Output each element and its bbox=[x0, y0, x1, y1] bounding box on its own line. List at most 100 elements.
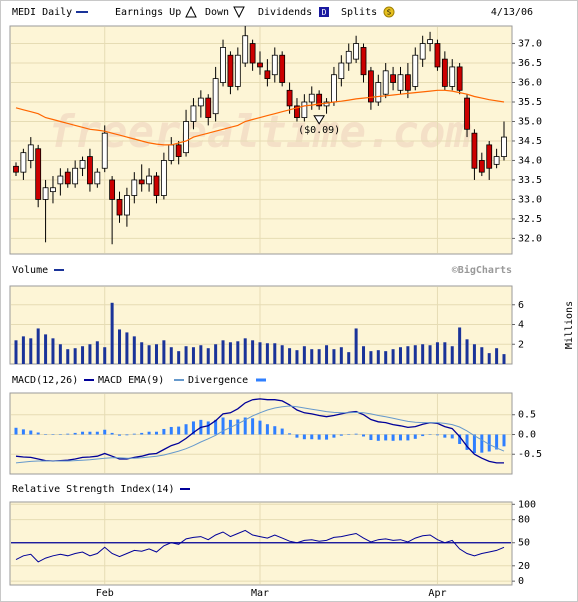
divergence-bar bbox=[36, 432, 40, 435]
candle-body bbox=[35, 148, 42, 200]
candle-body bbox=[264, 70, 271, 80]
x-tick-label: Mar bbox=[251, 588, 269, 599]
divergence-bar bbox=[295, 434, 299, 438]
volume-bar bbox=[221, 340, 225, 364]
volume-bar bbox=[58, 344, 62, 364]
divergence-bar bbox=[88, 431, 92, 435]
candle-body bbox=[13, 165, 19, 173]
divergence-bar bbox=[332, 434, 336, 438]
candle-body bbox=[27, 144, 34, 161]
divergence-bar bbox=[398, 434, 402, 441]
divergence-bar bbox=[362, 434, 366, 437]
divergence-bar bbox=[413, 434, 417, 439]
divergence-bar bbox=[73, 432, 77, 435]
candle-body bbox=[441, 58, 448, 87]
volume-bar bbox=[347, 352, 351, 364]
y-tick-label: 33.0 bbox=[518, 194, 542, 205]
volume-bar bbox=[354, 328, 358, 364]
divergence-bar bbox=[495, 434, 499, 450]
volume-bar bbox=[480, 347, 484, 364]
volume-bar bbox=[310, 349, 314, 364]
candle-body bbox=[404, 74, 411, 91]
volume-bar bbox=[191, 347, 195, 364]
candle-body bbox=[471, 132, 478, 169]
y-tick-label: 6 bbox=[518, 300, 524, 311]
chart-title: MEDI Daily bbox=[12, 7, 72, 18]
split-icon-text: S bbox=[387, 9, 391, 17]
candle-body bbox=[109, 179, 116, 200]
candle-body bbox=[316, 93, 323, 107]
volume-bar bbox=[435, 342, 439, 364]
divergence-bar bbox=[428, 434, 432, 435]
volume-bar bbox=[73, 348, 77, 364]
split-icon bbox=[383, 6, 395, 18]
divergence-bar bbox=[29, 430, 33, 435]
legend-label: Earnings Up bbox=[115, 7, 181, 18]
dividend-icon-text: D bbox=[322, 8, 327, 17]
volume-bar bbox=[472, 344, 476, 364]
macd-line bbox=[15, 398, 504, 464]
divergence-bar bbox=[118, 434, 122, 436]
divergence-bar bbox=[125, 434, 129, 436]
volume-bar bbox=[243, 338, 247, 364]
candle-body bbox=[249, 43, 256, 64]
candle-body bbox=[79, 160, 86, 169]
divergence-bar bbox=[302, 434, 306, 440]
volume-bar bbox=[125, 332, 129, 364]
candle-body bbox=[456, 66, 463, 91]
candle-body bbox=[279, 54, 286, 83]
volume-bar bbox=[288, 348, 292, 364]
volume-bar bbox=[214, 344, 218, 364]
volume-bar bbox=[154, 344, 158, 364]
volume-bar bbox=[88, 344, 92, 364]
chart-date: 4/13/06 bbox=[491, 7, 533, 18]
candle-body bbox=[220, 47, 226, 83]
candle-body bbox=[42, 187, 49, 200]
volume-bar bbox=[258, 342, 262, 364]
candle-body bbox=[382, 70, 389, 95]
volume-bar bbox=[413, 345, 417, 364]
credit: ©BigCharts bbox=[452, 264, 512, 276]
volume-bar bbox=[147, 345, 151, 364]
candle-body bbox=[301, 101, 308, 118]
legend-label: MACD(12,26) bbox=[12, 375, 78, 386]
volume-bar bbox=[21, 336, 25, 364]
earnings-up-icon bbox=[185, 5, 197, 18]
divergence-bar bbox=[66, 433, 70, 435]
volume-bar bbox=[36, 328, 40, 364]
divergence-bar bbox=[206, 421, 210, 435]
divergence-bar bbox=[443, 434, 447, 438]
divergence-bar bbox=[487, 434, 491, 452]
divergence-bar bbox=[162, 428, 166, 435]
y-tick-label: 50 bbox=[518, 538, 530, 549]
candle-body bbox=[449, 66, 456, 87]
divergence-bar bbox=[310, 434, 314, 440]
divergence-bar bbox=[243, 417, 247, 435]
volume-bar bbox=[376, 350, 380, 364]
candle-body bbox=[146, 175, 152, 185]
divergence-bar bbox=[450, 434, 454, 439]
volume-bar bbox=[177, 351, 181, 364]
divergence-bar bbox=[51, 434, 55, 435]
volume-bar bbox=[273, 343, 277, 364]
legend-label: Down bbox=[205, 7, 229, 18]
candle-body bbox=[87, 156, 93, 185]
divergence-bar bbox=[406, 434, 410, 441]
candle-body bbox=[486, 144, 493, 169]
volume-bar bbox=[81, 346, 85, 364]
volume-bar bbox=[44, 334, 48, 364]
divergence-bar bbox=[325, 434, 329, 440]
volume-bar bbox=[132, 336, 136, 364]
candle-body bbox=[101, 132, 108, 169]
divergence-bar bbox=[110, 432, 114, 435]
divergence-bar bbox=[214, 419, 218, 435]
volume-bar bbox=[406, 346, 410, 364]
divergence-bar bbox=[236, 419, 240, 435]
volume-bar bbox=[251, 340, 255, 364]
volume-bar bbox=[280, 345, 284, 364]
y-tick-label: 37.0 bbox=[518, 39, 542, 50]
candle-body bbox=[242, 35, 249, 64]
divergence-bar bbox=[154, 431, 158, 435]
volume-bar bbox=[110, 302, 114, 364]
candle-body bbox=[331, 74, 337, 103]
